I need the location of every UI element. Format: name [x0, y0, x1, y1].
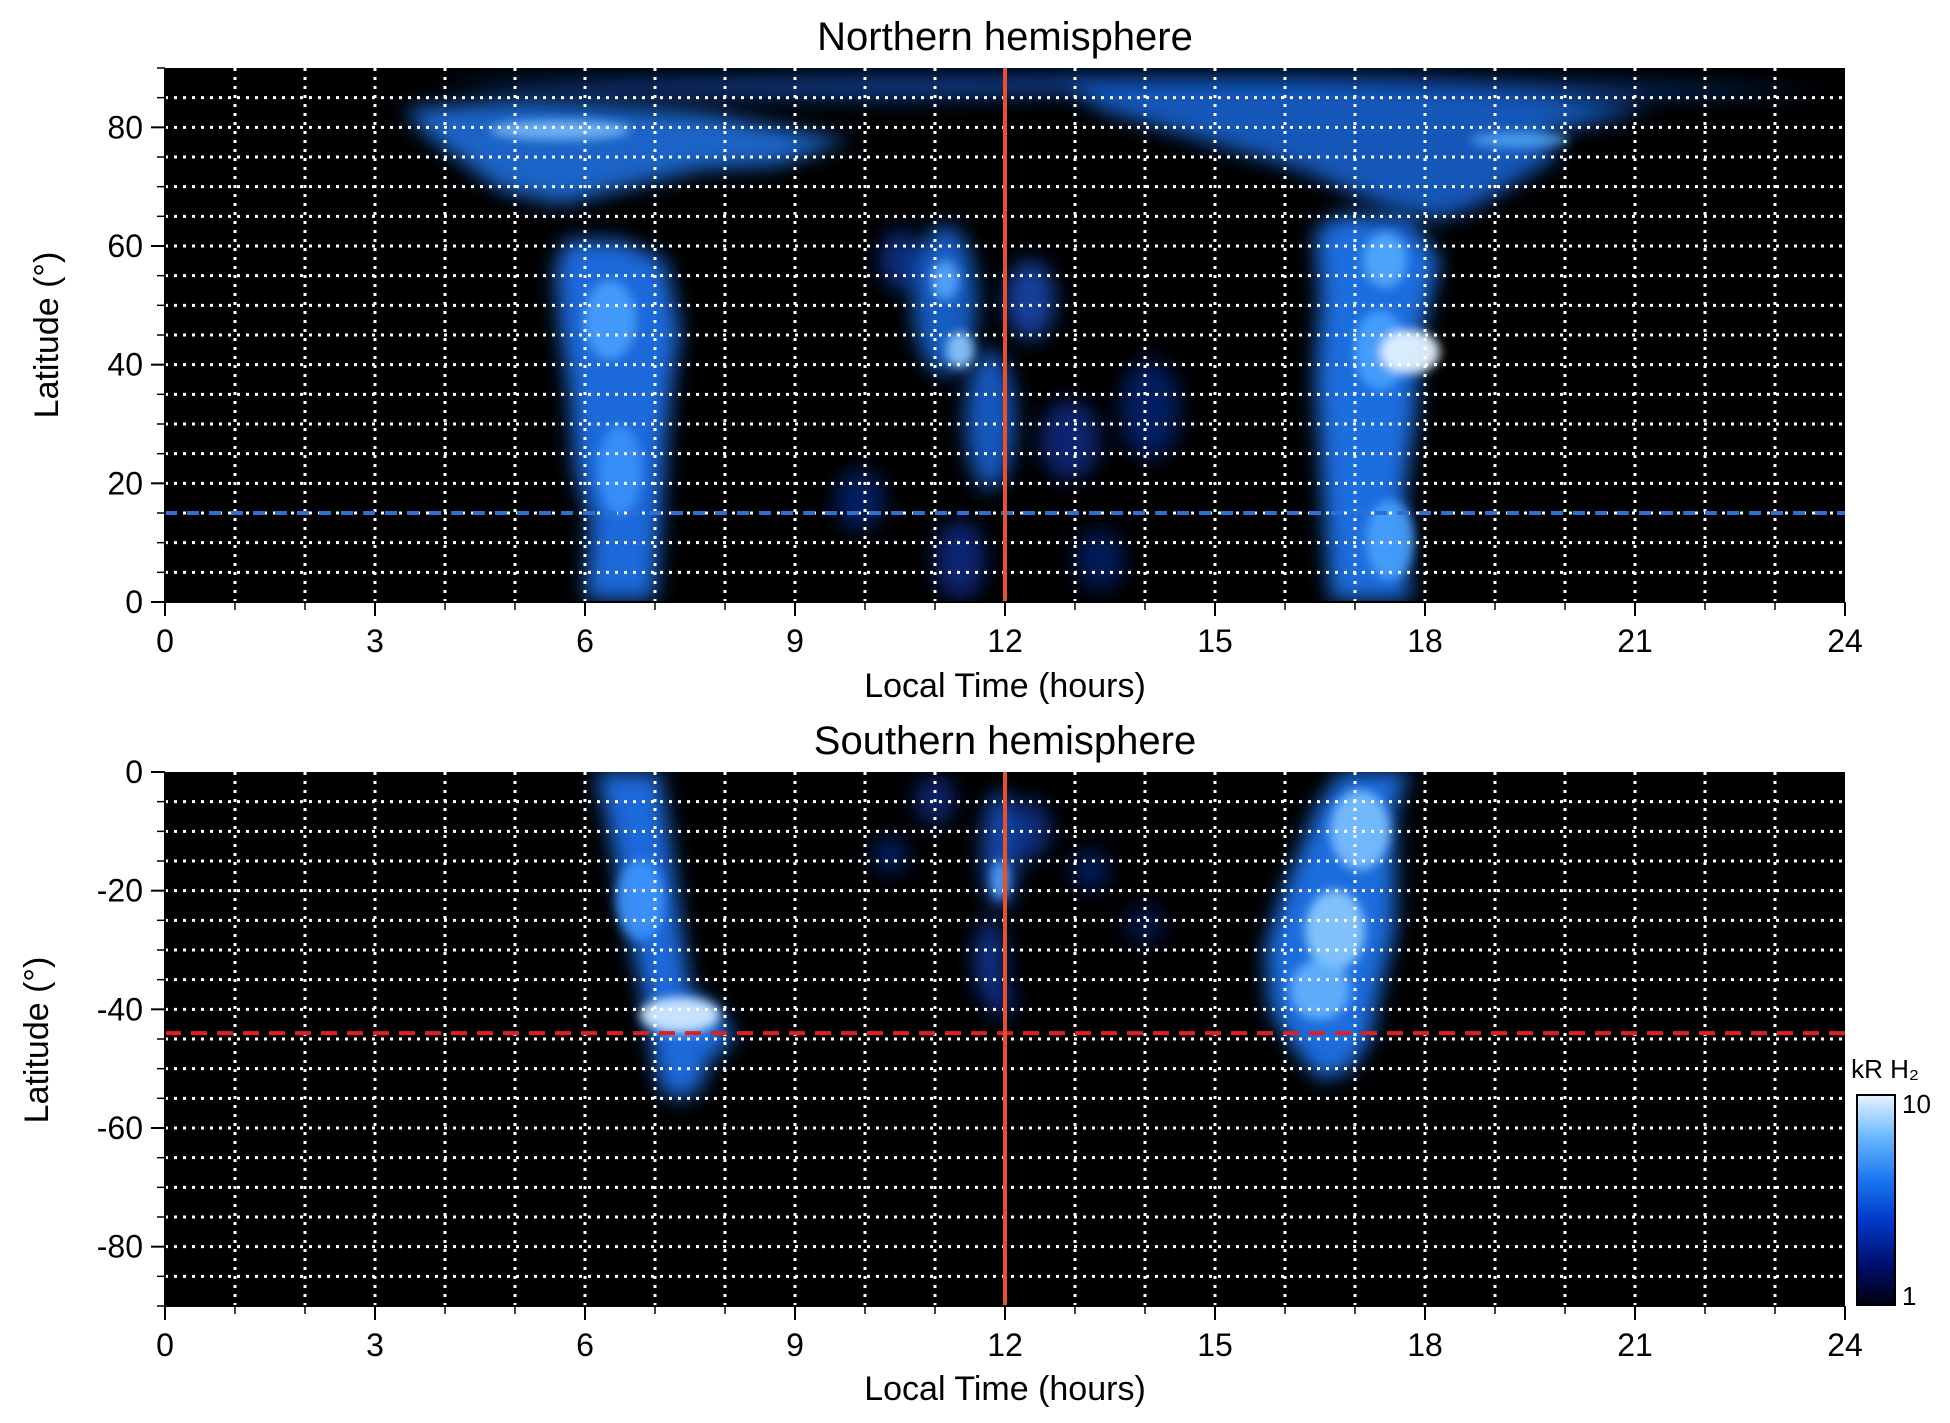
x-tick-label: 15 — [1197, 1327, 1233, 1363]
x-tick-label: 18 — [1407, 623, 1443, 659]
colorbar-label: kR H₂ — [1851, 1054, 1919, 1084]
northern-polar-cap — [430, 74, 1830, 100]
southern-title: Southern hemisphere — [814, 719, 1196, 763]
y-tick-label: -60 — [97, 1110, 143, 1146]
colorbar-gradient — [1856, 1094, 1896, 1306]
colorbar-max-label: 10 — [1902, 1089, 1931, 1119]
y-tick-label: -80 — [97, 1229, 143, 1265]
x-tick-label: 18 — [1407, 1327, 1443, 1363]
colorbar: kR H₂ 10 1 — [1851, 1054, 1931, 1311]
southern-panel: Southern hemisphere — [18, 719, 1863, 1408]
x-tick-label: 6 — [576, 1327, 594, 1363]
y-tick-label: -40 — [97, 991, 143, 1027]
northern-emission — [405, 74, 1830, 600]
y-tick-label: 80 — [107, 109, 143, 145]
colorbar-min-label: 1 — [1902, 1281, 1916, 1311]
x-tick-label: 3 — [366, 1327, 384, 1363]
y-tick-label: 0 — [125, 754, 143, 790]
northern-dusk-hotspot — [1380, 330, 1440, 374]
x-tick-label: 12 — [987, 1327, 1023, 1363]
x-tick-label: 12 — [987, 623, 1023, 659]
y-tick-label: -20 — [97, 873, 143, 909]
northern-x-axis-label: Local Time (hours) — [864, 667, 1146, 705]
northern-dusk-band — [1315, 215, 1440, 600]
x-tick-label: 24 — [1827, 1327, 1863, 1363]
x-tick-label: 9 — [786, 1327, 804, 1363]
x-tick-label: 21 — [1617, 623, 1653, 659]
southern-dawn-hotspot — [640, 997, 720, 1033]
x-tick-label: 15 — [1197, 623, 1233, 659]
northern-axes: 0 3 6 9 12 15 18 21 24 0 20 40 60 80 — [107, 67, 1863, 659]
x-tick-label: 3 — [366, 623, 384, 659]
southern-x-axis-label: Local Time (hours) — [864, 1370, 1146, 1408]
southern-y-axis-label: Latitude (°) — [18, 957, 56, 1124]
northern-title: Northern hemisphere — [817, 15, 1193, 59]
x-tick-label: 9 — [786, 623, 804, 659]
x-tick-label: 6 — [576, 623, 594, 659]
southern-emission — [595, 772, 1410, 1100]
x-tick-label: 0 — [156, 1327, 174, 1363]
northern-y-axis-label: Latitude (°) — [28, 252, 66, 419]
y-tick-label: 60 — [107, 228, 143, 264]
x-tick-label: 24 — [1827, 623, 1863, 659]
southern-axes: 0 3 6 9 12 15 18 21 24 0 -20 -40 -60 -80 — [97, 754, 1863, 1363]
y-tick-label: 0 — [125, 584, 143, 620]
northern-panel: Northern hemisphere — [28, 15, 1863, 705]
x-tick-label: 21 — [1617, 1327, 1653, 1363]
y-tick-label: 20 — [107, 465, 143, 501]
x-tick-label: 0 — [156, 623, 174, 659]
y-tick-label: 40 — [107, 347, 143, 383]
